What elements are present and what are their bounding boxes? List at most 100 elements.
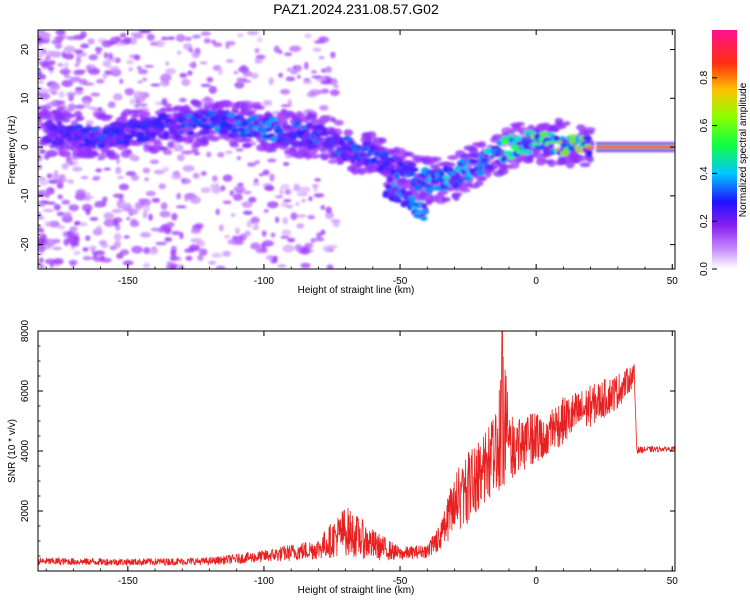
spectral-cell <box>163 131 169 139</box>
y-tick-label: -10 <box>20 188 31 203</box>
spectral-cell <box>222 174 233 182</box>
spectral-cell <box>181 178 191 185</box>
spectral-cell <box>61 117 71 123</box>
spectral-cell <box>54 43 63 49</box>
spectral-cell <box>173 133 183 140</box>
spectral-cell <box>326 264 334 269</box>
spectral-cell <box>417 209 425 215</box>
spectral-cell <box>386 176 393 183</box>
spectral-cell <box>93 202 102 208</box>
spectral-cell <box>465 156 476 161</box>
spectral-cell <box>61 199 71 205</box>
spectral-cell <box>88 245 98 250</box>
spectral-cell <box>579 162 591 168</box>
spectral-cell <box>447 162 456 168</box>
spectral-cell <box>52 258 64 265</box>
spectral-cell <box>290 212 298 221</box>
spectral-cell <box>219 185 226 192</box>
spectral-cell <box>202 127 210 135</box>
spectral-cell <box>281 229 292 237</box>
spectral-cell <box>319 115 330 124</box>
spectral-cell <box>299 186 311 193</box>
colorbar-label: Normalized spectral amplitude <box>738 82 749 217</box>
spectral-cell <box>41 105 52 111</box>
spectral-cell <box>44 220 51 227</box>
spectral-cell <box>559 150 570 157</box>
x-tick-label: 50 <box>667 576 679 587</box>
spectral-cell <box>176 192 182 200</box>
spectral-cell <box>385 184 391 191</box>
spectral-cell <box>479 161 490 166</box>
spectral-cell <box>116 43 126 47</box>
spectral-cell <box>514 121 526 127</box>
spectral-cell <box>583 130 595 135</box>
spectral-cell <box>312 47 322 52</box>
spectral-cell <box>474 180 484 187</box>
spectral-cell <box>243 190 252 195</box>
spectral-cell <box>301 199 307 203</box>
spectral-cell <box>227 239 237 245</box>
spectral-cell <box>38 50 45 58</box>
y-tick-label: 20 <box>20 44 31 56</box>
spectral-cell <box>38 73 46 80</box>
spectral-cell <box>475 163 482 170</box>
spectral-cell <box>38 225 42 229</box>
spectral-cell <box>106 131 116 138</box>
x-tick-label: 50 <box>667 276 679 287</box>
spectral-cell <box>293 185 302 192</box>
spectral-cell <box>84 197 91 202</box>
spectral-cell <box>53 169 59 176</box>
spectral-cell <box>104 137 114 143</box>
spectral-cell <box>129 98 135 106</box>
spectral-cell <box>266 158 277 163</box>
spectral-cell <box>120 32 127 38</box>
spectral-cell <box>317 89 330 94</box>
spectral-cell <box>235 148 244 152</box>
spectral-cell <box>476 169 486 176</box>
spectral-cell <box>313 193 325 198</box>
snr-y-axis: 2000 4000 6000 8000 <box>20 319 675 572</box>
spectral-cell <box>192 172 200 179</box>
spectral-cell <box>289 130 299 136</box>
spectral-cell <box>91 247 96 254</box>
spectral-cell <box>407 162 417 167</box>
spectral-cell <box>129 153 136 161</box>
spectral-cell <box>164 237 173 242</box>
spectral-cell <box>167 141 175 149</box>
spectral-cell <box>225 59 234 63</box>
spectral-cell <box>134 201 143 210</box>
spectral-cell <box>74 49 84 54</box>
spectral-cell <box>333 84 340 89</box>
spectral-cell <box>137 198 150 202</box>
spectral-cell <box>191 34 201 39</box>
spectral-cell <box>55 30 66 36</box>
spectral-cell <box>425 187 434 194</box>
spectral-cell <box>64 61 69 70</box>
spectral-cell <box>300 262 311 269</box>
spectral-cell <box>123 235 130 239</box>
spectral-cell <box>95 225 103 234</box>
spectral-cell <box>209 183 219 190</box>
spectral-cell <box>523 149 530 156</box>
spectral-cell <box>61 79 74 88</box>
spectral-cell <box>246 162 256 167</box>
spectral-cell <box>200 187 211 194</box>
spectral-cell <box>206 151 212 158</box>
spectral-cell <box>100 257 112 263</box>
spectral-cell <box>251 126 260 130</box>
spectral-cell <box>107 101 116 109</box>
spectral-cell <box>108 52 113 60</box>
spectral-cell <box>117 175 124 180</box>
spectral-cell <box>97 107 103 112</box>
spectral-cell <box>393 157 404 163</box>
spectral-cell <box>565 160 575 169</box>
spectral-cell <box>61 163 69 170</box>
x-tick-label: -50 <box>393 276 408 287</box>
spectral-cell <box>117 202 126 207</box>
spectral-cell <box>103 212 115 220</box>
spectral-cell <box>330 141 338 146</box>
spectral-cell <box>215 208 220 216</box>
spectral-cell <box>557 124 567 129</box>
spectral-cell <box>248 196 257 203</box>
